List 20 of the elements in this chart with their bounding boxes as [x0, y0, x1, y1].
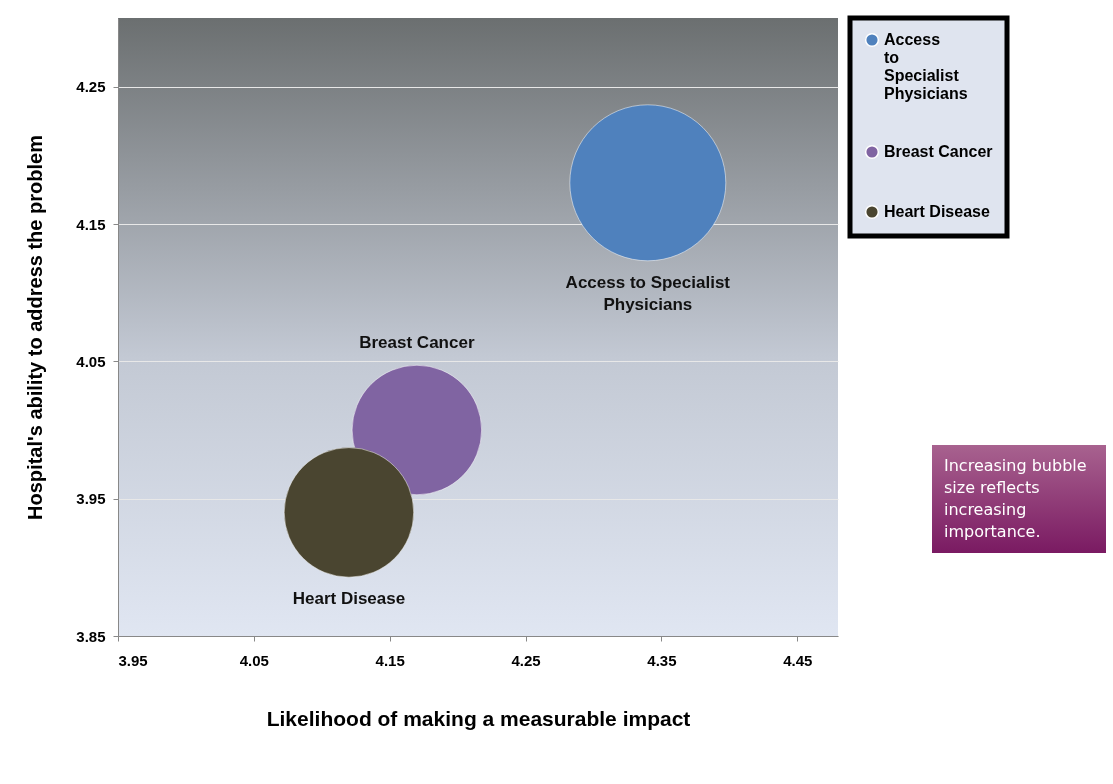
y-axis-title: Hospital's ability to address the problem	[24, 135, 47, 520]
x-tick-label: 4.45	[783, 651, 813, 669]
y-tick-label: 3.85	[76, 627, 106, 645]
text: Heart Disease	[292, 589, 406, 609]
x-axis-title: Likelihood of making a measurable impact	[266, 706, 691, 730]
x-tick-label: 4.35	[647, 651, 677, 669]
y-tick-label: 4.15	[76, 215, 106, 233]
x-tick-label: 4.25	[511, 651, 541, 669]
legend-label: Breast Cancer	[884, 143, 993, 160]
legend-label: Access to Specialist Physicians	[884, 31, 968, 102]
x-tick-label: 4.15	[375, 651, 405, 669]
y-tick-label: 4.25	[76, 78, 106, 96]
x-tick-label: 3.95	[118, 651, 148, 669]
y-tick-label: 4.05	[76, 352, 106, 370]
y-tick-label: 3.95	[76, 490, 106, 508]
x-tick-label: 4.05	[239, 651, 269, 669]
legend-label: Heart Disease	[884, 203, 990, 220]
text: Access to Specialist Physicians	[565, 272, 731, 314]
text: Breast Cancer	[359, 332, 475, 352]
text: Increasing bubble size reflects increasing importance.	[932, 445, 1106, 553]
